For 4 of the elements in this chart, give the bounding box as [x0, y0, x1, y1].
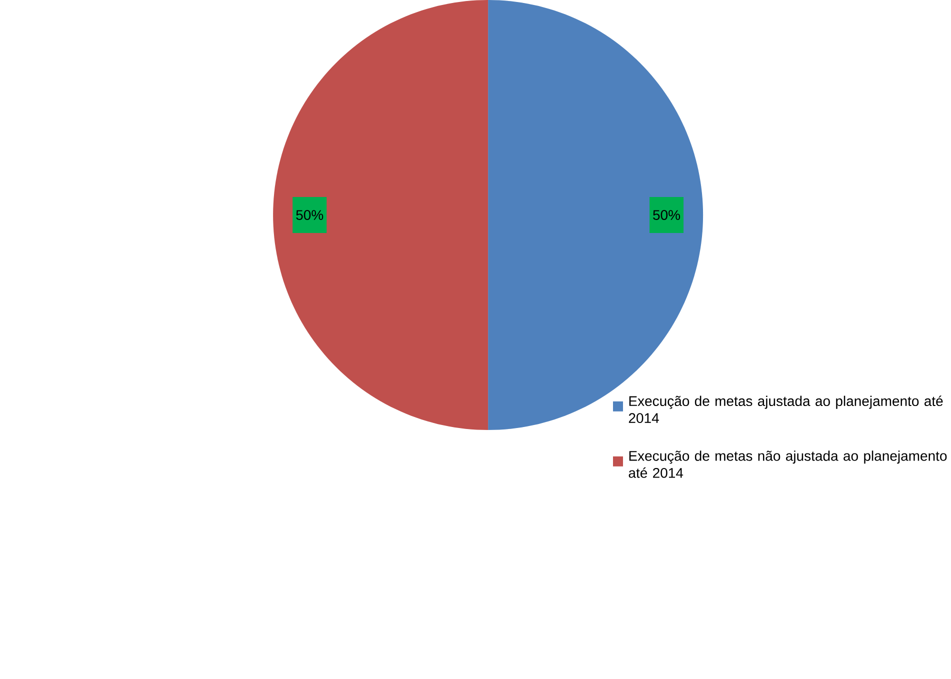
legend-label: Execução de metas não ajustada ao planejamento até 2014: [628, 450, 947, 478]
legend-label: Execução de metas ajustada ao planejamento até 2014: [628, 395, 943, 423]
data-label: 50%: [296, 210, 324, 220]
data-label: 50%: [653, 210, 680, 220]
